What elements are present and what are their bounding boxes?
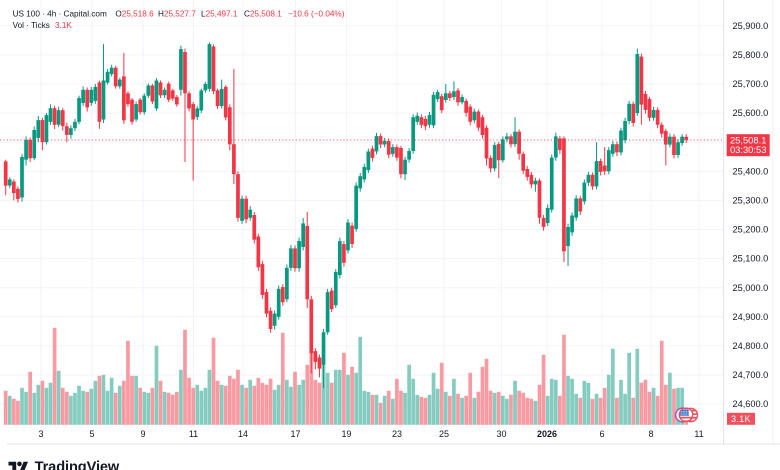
svg-text:25: 25 — [439, 429, 449, 439]
svg-text:−10.6 (−0.04%): −10.6 (−0.04%) — [288, 10, 345, 19]
svg-text:23: 23 — [392, 429, 402, 439]
svg-text:US 100 · 4h · Capital.com: US 100 · 4h · Capital.com — [13, 10, 107, 19]
svg-text:3.1K: 3.1K — [731, 414, 751, 424]
svg-text:Vol · Ticks: Vol · Ticks — [13, 21, 50, 30]
svg-text:25,400.0: 25,400.0 — [733, 166, 769, 176]
svg-text:25,300.0: 25,300.0 — [733, 196, 769, 206]
svg-text:17: 17 — [290, 429, 300, 439]
svg-text:L25,497.1: L25,497.1 — [201, 10, 238, 19]
svg-text:19: 19 — [341, 429, 351, 439]
svg-text:3.1K: 3.1K — [55, 21, 72, 30]
svg-text:24,600.0: 24,600.0 — [733, 399, 769, 409]
svg-text:8: 8 — [648, 429, 653, 439]
svg-text:03:30:53: 03:30:53 — [730, 144, 767, 155]
svg-text:5: 5 — [89, 429, 94, 439]
svg-text:25,000.0: 25,000.0 — [733, 283, 769, 293]
svg-text:O25,518.6: O25,518.6 — [115, 10, 154, 19]
svg-text:11: 11 — [189, 429, 198, 439]
svg-text:25,800.0: 25,800.0 — [733, 50, 769, 60]
svg-text:TradingView: TradingView — [35, 459, 120, 470]
svg-text:25,900.0: 25,900.0 — [733, 21, 769, 31]
svg-text:24,800.0: 24,800.0 — [733, 341, 769, 351]
svg-text:25,100.0: 25,100.0 — [733, 254, 769, 264]
svg-text:C25,508.1: C25,508.1 — [244, 10, 282, 19]
svg-text:9: 9 — [140, 429, 145, 439]
svg-text:24,700.0: 24,700.0 — [733, 370, 769, 380]
svg-text:30: 30 — [496, 429, 506, 439]
svg-text:2026: 2026 — [537, 429, 557, 439]
svg-text:H25,527.7: H25,527.7 — [158, 10, 196, 19]
svg-text:25,600.0: 25,600.0 — [733, 108, 769, 118]
svg-text:25,200.0: 25,200.0 — [733, 225, 769, 235]
svg-text:24,900.0: 24,900.0 — [733, 312, 769, 322]
svg-text:3: 3 — [38, 429, 43, 439]
svg-text:25,508.1: 25,508.1 — [730, 134, 767, 145]
svg-text:6: 6 — [599, 429, 604, 439]
svg-text:25,700.0: 25,700.0 — [733, 79, 769, 89]
svg-text:14: 14 — [238, 429, 248, 439]
svg-text:11: 11 — [694, 429, 703, 439]
